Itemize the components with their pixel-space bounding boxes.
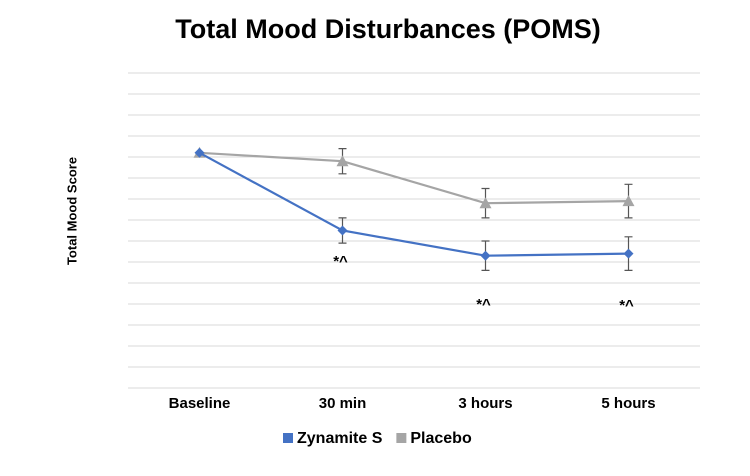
x-tick-label: 30 min — [319, 395, 367, 412]
x-tick-label: Baseline — [169, 395, 231, 412]
marker — [337, 225, 348, 236]
legend-swatch — [283, 433, 293, 443]
annotation: *^ — [476, 296, 491, 313]
legend-label: Zynamite S — [297, 430, 383, 447]
marker — [622, 195, 635, 207]
annotation: *^ — [333, 253, 348, 270]
x-tick-label: 5 hours — [601, 395, 655, 412]
marker — [336, 155, 349, 167]
legend-swatch — [396, 433, 407, 443]
y-axis-label: Total Mood Score — [64, 157, 79, 265]
legend-label: Placebo — [410, 430, 472, 447]
series-line — [199, 151, 629, 205]
annotation: *^ — [619, 297, 634, 314]
marker — [623, 248, 634, 259]
chart-title: Total Mood Disturbances (POMS) — [175, 14, 601, 44]
marker — [479, 197, 492, 209]
marker — [194, 147, 205, 158]
series-line — [198, 151, 629, 257]
x-tick-label: 3 hours — [458, 395, 512, 412]
marker — [480, 250, 491, 261]
